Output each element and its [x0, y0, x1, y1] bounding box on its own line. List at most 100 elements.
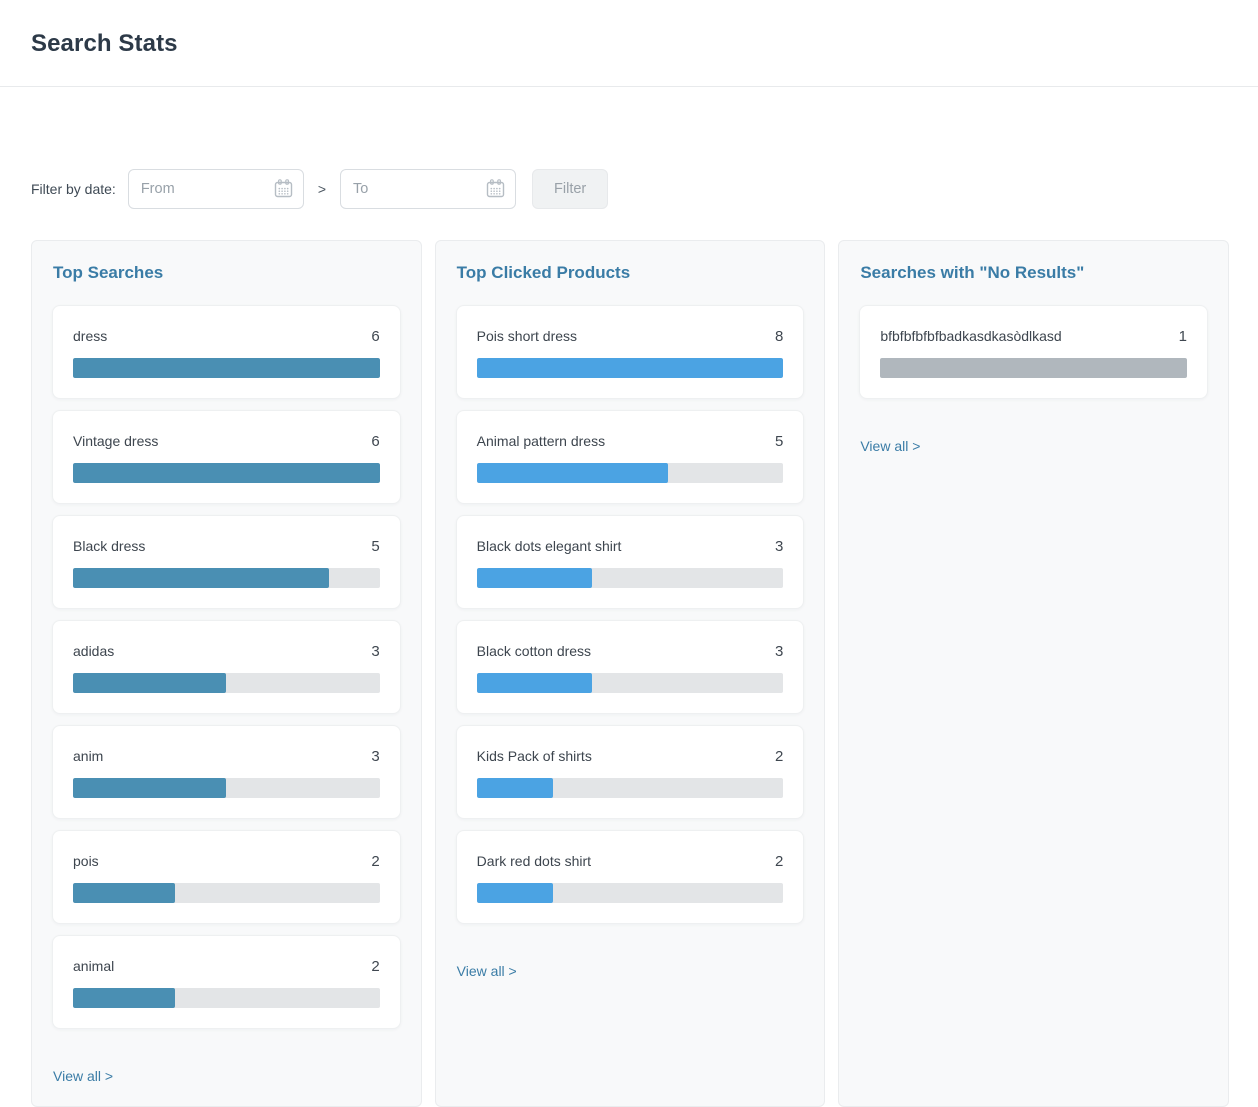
panel-top-clicked-products: Top Clicked Products Pois short dress 8 … — [434, 240, 826, 1107]
item-bar-track — [73, 988, 380, 1008]
stat-card: Vintage dress 6 — [52, 410, 401, 504]
item-bar-fill — [73, 358, 380, 378]
item-count: 6 — [371, 433, 380, 450]
item-count: 6 — [371, 328, 380, 345]
panel-top-searches: Top Searches dress 6 Vintage dress 6 Bla… — [31, 240, 422, 1107]
item-bar-track — [73, 568, 380, 588]
item-count: 3 — [371, 748, 380, 765]
item-bar-track — [476, 463, 784, 483]
stat-card-head: Kids Pack of shirts 2 — [477, 748, 784, 765]
item-label: Vintage dress — [73, 433, 159, 449]
stat-card: Animal pattern dress 5 — [455, 410, 805, 504]
item-label: anim — [73, 748, 104, 764]
item-label: dress — [73, 328, 108, 344]
stat-card-head: Black dress 5 — [73, 538, 380, 555]
item-bar-track — [476, 673, 784, 693]
stat-card: Pois short dress 8 — [455, 305, 805, 399]
item-bar-track — [476, 883, 784, 903]
panel-title: Searches with "No Results" — [860, 263, 1085, 282]
app-header: Search Stats — [0, 0, 1258, 87]
calendar-icon[interactable] — [486, 179, 505, 198]
item-bar-track — [476, 778, 784, 798]
item-bar-track — [476, 568, 784, 588]
to-date-wrap — [340, 169, 517, 209]
panel-searches-no-results: Searches with "No Results" bfbfbfbfbfbad… — [838, 240, 1230, 1107]
item-bar-fill — [476, 883, 554, 903]
item-bar-fill — [476, 673, 592, 693]
stat-card: animal 2 — [52, 935, 401, 1029]
item-bar-track — [476, 358, 784, 378]
stat-card-head: dress 6 — [73, 328, 380, 345]
item-count: 1 — [1178, 328, 1188, 345]
to-date-input[interactable] — [340, 169, 517, 209]
page-title: Search Stats — [31, 30, 178, 57]
item-bar-fill — [476, 778, 554, 798]
view-all-link[interactable]: View all > — [860, 438, 921, 454]
item-bar-fill — [73, 778, 227, 798]
stat-card-head: anim 3 — [73, 748, 380, 765]
stat-card-head: Black cotton dress 3 — [477, 643, 784, 660]
stat-card: anim 3 — [52, 725, 401, 819]
stat-card: adidas 3 — [52, 620, 401, 714]
item-label: Black dress — [73, 538, 146, 554]
stat-card-head: Pois short dress 8 — [477, 328, 784, 345]
stat-card: pois 2 — [52, 830, 401, 924]
item-label: Black dots elegant shirt — [476, 538, 622, 554]
panel-title: Top Searches — [53, 263, 164, 282]
panel-card-list: bfbfbfbfbfbadkasdkasòdlkasd 1 — [859, 305, 1209, 399]
item-label: animal — [73, 958, 115, 974]
item-bar-fill — [73, 673, 227, 693]
item-label: Kids Pack of shirts — [476, 748, 592, 764]
stat-card-head: Dark red dots shirt 2 — [477, 853, 784, 870]
item-bar-fill — [73, 568, 329, 588]
from-date-wrap — [127, 169, 304, 209]
item-count: 5 — [371, 538, 380, 555]
filter-button[interactable]: Filter — [532, 169, 609, 209]
item-label: pois — [73, 853, 99, 869]
panels: Top Searches dress 6 Vintage dress 6 Bla… — [31, 240, 1230, 1107]
stat-card: Black dress 5 — [52, 515, 401, 609]
item-bar-fill — [476, 358, 784, 378]
stat-card-head: Animal pattern dress 5 — [477, 433, 784, 450]
item-count: 2 — [775, 853, 784, 870]
stat-card: Kids Pack of shirts 2 — [455, 725, 805, 819]
item-count: 2 — [371, 958, 380, 975]
stat-card: Black cotton dress 3 — [455, 620, 805, 714]
stat-card-head: Vintage dress 6 — [73, 433, 380, 450]
item-count: 3 — [775, 538, 784, 555]
view-all-link[interactable]: View all > — [53, 1068, 114, 1084]
panel-card-list: Pois short dress 8 Animal pattern dress … — [455, 305, 805, 924]
item-label: Pois short dress — [476, 328, 578, 344]
calendar-icon[interactable] — [274, 179, 293, 198]
stat-card-head: adidas 3 — [73, 643, 380, 660]
item-bar-fill — [73, 988, 176, 1008]
item-label: Animal pattern dress — [476, 433, 606, 449]
item-bar-fill — [73, 463, 380, 483]
item-bar-track — [73, 463, 380, 483]
view-all-link[interactable]: View all > — [456, 963, 517, 979]
item-bar-track — [73, 358, 380, 378]
stat-card: dress 6 — [52, 305, 401, 399]
item-count: 3 — [371, 643, 380, 660]
stat-card-head: pois 2 — [73, 853, 380, 870]
stat-card-head: bfbfbfbfbfbadkasdkasòdlkasd 1 — [880, 328, 1187, 345]
item-count: 3 — [775, 643, 784, 660]
from-date-input[interactable] — [127, 169, 304, 209]
item-bar-track — [73, 778, 380, 798]
item-count: 5 — [775, 433, 784, 450]
item-count: 2 — [371, 853, 380, 870]
stat-card-head: animal 2 — [73, 958, 380, 975]
item-bar-fill — [476, 568, 592, 588]
stat-card: bfbfbfbfbfbadkasdkasòdlkasd 1 — [859, 305, 1209, 399]
item-label: Black cotton dress — [476, 643, 592, 659]
item-label: adidas — [73, 643, 115, 659]
item-count: 2 — [775, 748, 784, 765]
item-count: 8 — [775, 328, 784, 345]
stat-card-head: Black dots elegant shirt 3 — [477, 538, 784, 555]
item-bar-track — [880, 358, 1188, 378]
panel-card-list: dress 6 Vintage dress 6 Black dress 5 ad… — [52, 305, 401, 1029]
item-label: Dark red dots shirt — [476, 853, 592, 869]
stat-card: Dark red dots shirt 2 — [455, 830, 805, 924]
item-bar-fill — [880, 358, 1188, 378]
item-bar-track — [73, 883, 380, 903]
